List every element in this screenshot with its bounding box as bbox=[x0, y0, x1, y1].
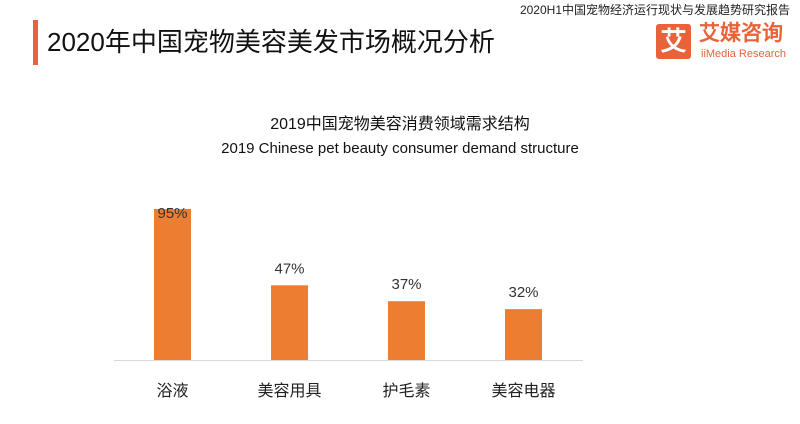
chart-title: 2019中国宠物美容消费领域需求结构 bbox=[270, 116, 530, 133]
category-label: 护毛素 bbox=[382, 381, 430, 400]
logo-text-cn: 艾媒咨询 bbox=[699, 22, 783, 45]
report-name: 2020H1中国宠物经济运行现状与发展趋势研究报告 bbox=[519, 3, 790, 17]
title-accent-bar bbox=[33, 20, 38, 65]
category-label: 浴液 bbox=[156, 381, 188, 400]
data-label: 47% bbox=[274, 260, 304, 277]
chart-subtitle: 2019 Chinese pet beauty consumer demand … bbox=[221, 140, 579, 157]
data-label: 32% bbox=[508, 284, 538, 301]
category-label: 美容用具 bbox=[257, 381, 321, 400]
bar-2 bbox=[388, 301, 425, 360]
category-label: 美容电器 bbox=[491, 381, 555, 400]
bar-3 bbox=[505, 309, 542, 360]
bar-1 bbox=[271, 285, 308, 360]
data-label: 95% bbox=[157, 205, 187, 222]
bar-0 bbox=[154, 209, 191, 360]
data-label: 37% bbox=[391, 276, 421, 293]
logo-text-en: iiMedia Research bbox=[701, 48, 786, 60]
logo-icon: 艾 bbox=[656, 24, 691, 59]
page-title: 2020年中国宠物美容美发市场概况分析 bbox=[47, 27, 495, 57]
